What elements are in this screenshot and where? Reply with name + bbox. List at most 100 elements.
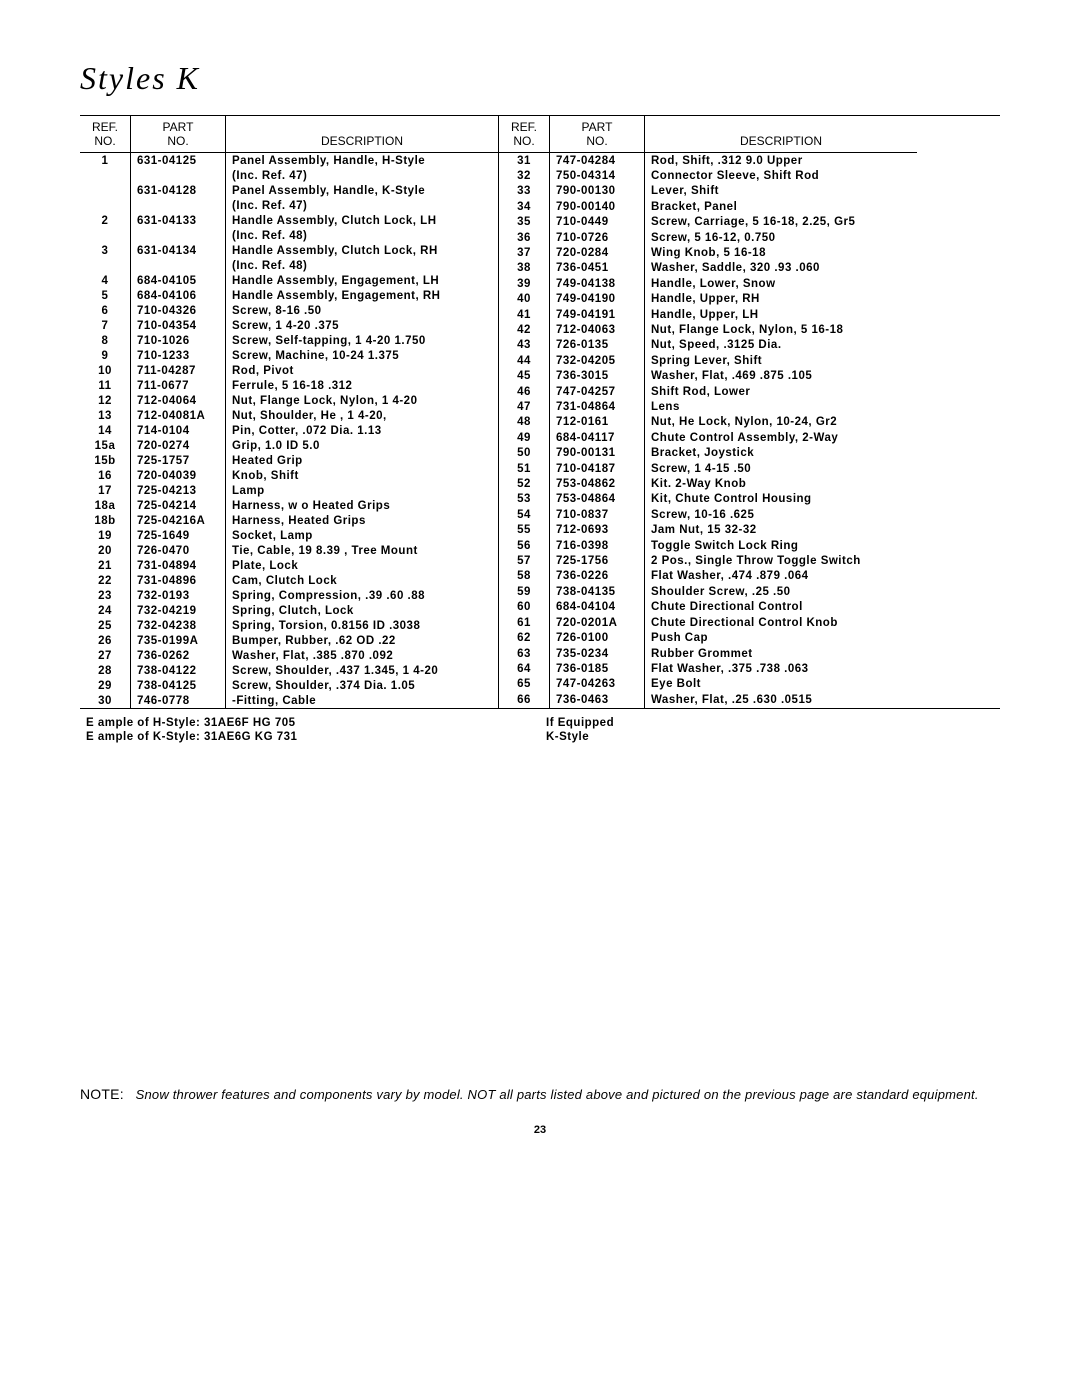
table-row: 13712-04081ANut, Shoulder, He , 1 4-20,: [80, 408, 498, 423]
description: Panel Assembly, Handle, K-Style: [226, 183, 499, 198]
part-no: 738-04122: [131, 663, 226, 678]
part-no: 747-04284: [550, 153, 645, 169]
description: Washer, Flat, .469 .875 .105: [645, 369, 918, 384]
part-no: 725-1649: [131, 528, 226, 543]
part-no: 712-0161: [550, 415, 645, 430]
table-row: 3631-04134Handle Assembly, Clutch Lock, …: [80, 243, 498, 258]
table-row: 45736-3015Washer, Flat, .469 .875 .105: [499, 369, 918, 384]
table-row: 24732-04219Spring, Clutch, Lock: [80, 603, 498, 618]
description: Nut, Flange Lock, Nylon, 1 4-20: [226, 393, 499, 408]
ref-no: 7: [80, 318, 131, 333]
table-row: (Inc. Ref. 48): [80, 258, 498, 273]
description: Screw, Shoulder, .437 1.345, 1 4-20: [226, 663, 499, 678]
description: Shoulder Screw, .25 .50: [645, 584, 918, 599]
description: Handle, Upper, RH: [645, 292, 918, 307]
ref-no: 60: [499, 600, 550, 615]
page-number: 23: [80, 1124, 1000, 1136]
part-no: 736-3015: [550, 369, 645, 384]
table-row: 15a720-0274Grip, 1.0 ID 5.0: [80, 438, 498, 453]
part-no: 753-04864: [550, 492, 645, 507]
description: Washer, Flat, .25 .630 .0515: [645, 692, 918, 708]
table-row: 42712-04063Nut, Flange Lock, Nylon, 5 16…: [499, 322, 918, 337]
table-row: 48712-0161Nut, He Lock, Nylon, 10-24, Gr…: [499, 415, 918, 430]
parts-table-left: REF.NO. PARTNO. DESCRIPTION 1631-04125Pa…: [80, 116, 498, 708]
ref-no: 45: [499, 369, 550, 384]
description: Lever, Shift: [645, 184, 918, 199]
ref-no: 29: [80, 678, 131, 693]
description: Rod, Pivot: [226, 363, 499, 378]
description: Toggle Switch Lock Ring: [645, 538, 918, 553]
part-no: 720-0274: [131, 438, 226, 453]
ref-no: 25: [80, 618, 131, 633]
part-no: 749-04190: [550, 292, 645, 307]
part-no: 736-0185: [550, 661, 645, 676]
header-desc: DESCRIPTION: [226, 116, 499, 153]
description: Screw, 1 4-20 .375: [226, 318, 499, 333]
ref-no: 61: [499, 615, 550, 630]
ref-no: 64: [499, 661, 550, 676]
description: Heated Grip: [226, 453, 499, 468]
header-part: PARTNO.: [131, 116, 226, 153]
ref-no: 44: [499, 353, 550, 368]
description: Handle Assembly, Engagement, LH: [226, 273, 499, 288]
description: Screw, 1 4-15 .50: [645, 461, 918, 476]
ref-no: [80, 258, 131, 273]
ref-no: 10: [80, 363, 131, 378]
description: Spring, Clutch, Lock: [226, 603, 499, 618]
part-no: 684-04105: [131, 273, 226, 288]
ref-no: 30: [80, 693, 131, 708]
ref-no: 31: [499, 153, 550, 169]
description: Grip, 1.0 ID 5.0: [226, 438, 499, 453]
footnote-line: E ample of K-Style: 31AE6G KG 731: [86, 731, 540, 743]
part-no: 735-0199A: [131, 633, 226, 648]
part-no: 738-04135: [550, 584, 645, 599]
table-row: 51710-04187Screw, 1 4-15 .50: [499, 461, 918, 476]
table-row: 19725-1649Socket, Lamp: [80, 528, 498, 543]
description: Handle Assembly, Clutch Lock, RH: [226, 243, 499, 258]
table-row: 20726-0470Tie, Cable, 19 8.39 , Tree Mou…: [80, 543, 498, 558]
table-row: 37720-0284Wing Knob, 5 16-18: [499, 245, 918, 260]
part-no: 736-0226: [550, 569, 645, 584]
ref-no: 15b: [80, 453, 131, 468]
table-row: 39749-04138Handle, Lower, Snow: [499, 276, 918, 291]
description: Handle, Lower, Snow: [645, 276, 918, 291]
description: 2 Pos., Single Throw Toggle Switch: [645, 554, 918, 569]
ref-no: 43: [499, 338, 550, 353]
ref-no: 40: [499, 292, 550, 307]
table-row: 64736-0185Flat Washer, .375 .738 .063: [499, 661, 918, 676]
table-row: 11711-0677Ferrule, 5 16-18 .312: [80, 378, 498, 393]
ref-no: 5: [80, 288, 131, 303]
table-row: 56716-0398Toggle Switch Lock Ring: [499, 538, 918, 553]
part-no: 790-00130: [550, 184, 645, 199]
part-no: 712-04063: [550, 322, 645, 337]
part-no: 736-0451: [550, 261, 645, 276]
ref-no: 33: [499, 184, 550, 199]
header-desc: DESCRIPTION: [645, 116, 918, 153]
ref-no: 17: [80, 483, 131, 498]
table-row: 44732-04205Spring Lever, Shift: [499, 353, 918, 368]
description: Panel Assembly, Handle, H-Style: [226, 153, 499, 169]
ref-no: 27: [80, 648, 131, 663]
ref-no: 50: [499, 446, 550, 461]
part-no: 725-1757: [131, 453, 226, 468]
part-no: [131, 258, 226, 273]
table-row: 46747-04257Shift Rod, Lower: [499, 384, 918, 399]
table-row: 50790-00131Bracket, Joystick: [499, 446, 918, 461]
part-no: 747-04263: [550, 677, 645, 692]
part-no: 712-04064: [131, 393, 226, 408]
ref-no: 1: [80, 153, 131, 169]
part-no: 711-0677: [131, 378, 226, 393]
description: Wing Knob, 5 16-18: [645, 245, 918, 260]
table-row: 60684-04104Chute Directional Control: [499, 600, 918, 615]
table-row: 10711-04287Rod, Pivot: [80, 363, 498, 378]
ref-no: 18b: [80, 513, 131, 528]
table-row: (Inc. Ref. 47): [80, 168, 498, 183]
table-row: 55712-0693Jam Nut, 15 32-32: [499, 523, 918, 538]
table-row: 63735-0234Rubber Grommet: [499, 646, 918, 661]
ref-no: [80, 228, 131, 243]
part-no: 711-04287: [131, 363, 226, 378]
table-row: 29738-04125Screw, Shoulder, .374 Dia. 1.…: [80, 678, 498, 693]
table-row: 23732-0193Spring, Compression, .39 .60 .…: [80, 588, 498, 603]
description: Harness, w o Heated Grips: [226, 498, 499, 513]
table-row: 1631-04125Panel Assembly, Handle, H-Styl…: [80, 153, 498, 169]
